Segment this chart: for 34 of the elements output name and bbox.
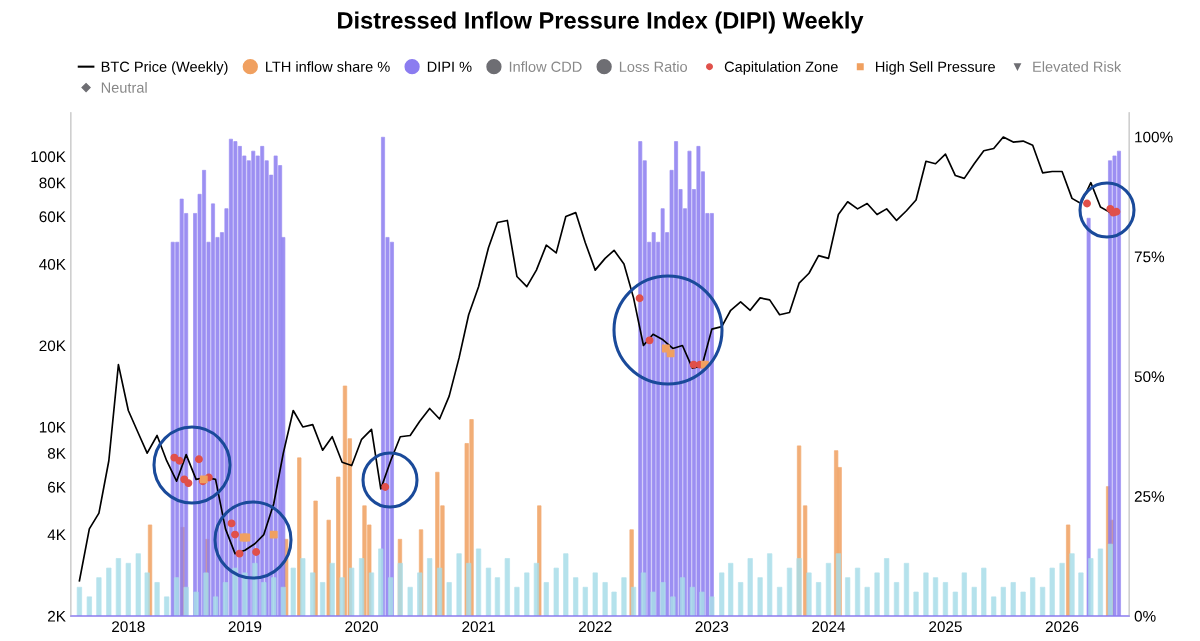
legend-label: DIPI % (427, 61, 472, 72)
y2-tick-label: 100% (1135, 131, 1173, 143)
x-tick-label: 2019 (228, 621, 262, 633)
legend-label: Loss Ratio (619, 61, 688, 72)
legend-label: High Sell Pressure (876, 61, 995, 75)
y-tick-label: 80K (39, 177, 66, 189)
y-tick-label: 8K (47, 448, 66, 459)
y-tick-label: 20K (39, 340, 66, 352)
y-tick-label: 2K (48, 610, 66, 622)
legend-label: LTH inflow share % (266, 61, 390, 72)
chart-title: Distressed Inflow Pressure Index (DIPI) Weekly (338, 11, 864, 34)
legend-label: Elevated Risk (1033, 61, 1122, 72)
x-tick-label: 2025 (929, 621, 962, 633)
y2-tick-label: 0% (1134, 610, 1156, 622)
y-tick-label: 60K (39, 211, 66, 223)
y-tick-label: 10K (39, 421, 66, 433)
x-tick-label: 2026 (1045, 621, 1079, 633)
y2-tick-label: 50% (1134, 371, 1165, 383)
x-tick-label: 2021 (462, 621, 495, 633)
y-tick-label: 6K (48, 481, 66, 493)
y-tick-label: 40K (39, 258, 66, 270)
x-tick-label: 2022 (578, 621, 612, 633)
x-tick-label: 2023 (695, 621, 729, 633)
legend-label: BTC Price (Weekly) (101, 61, 228, 75)
y-tick-label: 4K (47, 529, 66, 541)
x-tick-label: 2024 (812, 621, 846, 633)
x-tick-label: 2020 (345, 621, 378, 633)
x-tick-label: 2018 (112, 621, 145, 633)
legend-label: Inflow CDD (509, 61, 582, 72)
y2-tick-label: 75% (1134, 251, 1165, 263)
y2-tick-label: 25% (1134, 491, 1165, 502)
legend-label: Neutral (101, 82, 147, 93)
y-tick-label: 100K (31, 151, 66, 163)
legend-label: Capitulation Zone (724, 61, 838, 75)
